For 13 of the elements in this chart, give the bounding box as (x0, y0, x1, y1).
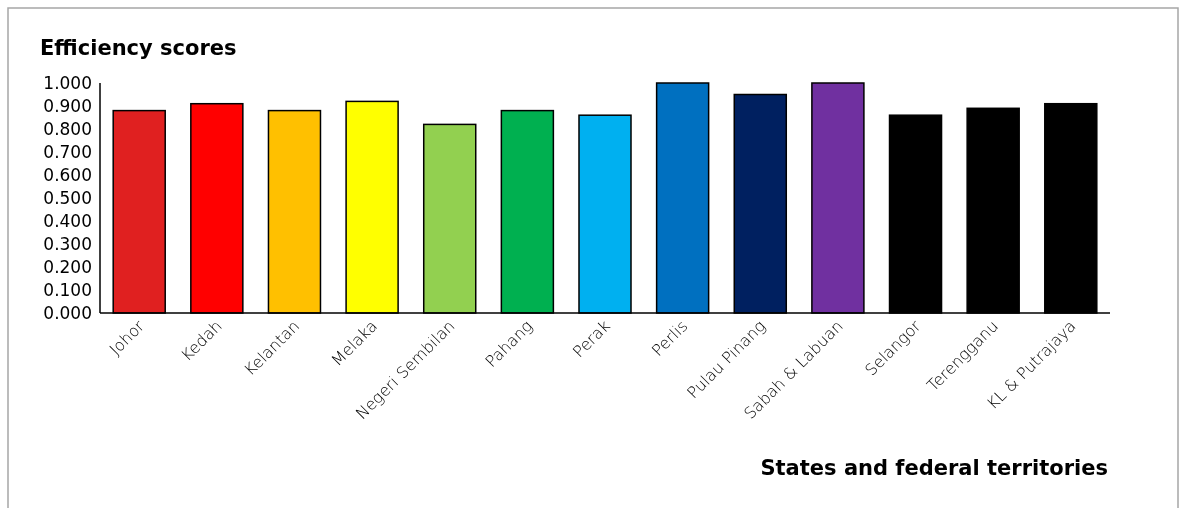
y-tick-label: 1.000 (43, 72, 92, 93)
y-tick-label: 0.300 (43, 233, 92, 254)
y-tick-label: 0.500 (43, 187, 92, 208)
y-tick-label: 0.600 (43, 164, 92, 185)
y-tick-label: 0.200 (43, 256, 92, 277)
y-tick-label: 0.100 (43, 279, 92, 300)
x-axis-title: States and federal territories (760, 456, 1108, 480)
y-tick-label: 0.400 (43, 210, 92, 231)
y-tick-label: 0.700 (43, 141, 92, 162)
y-tick-label: 0.000 (43, 302, 92, 323)
y-tick-label: 0.900 (43, 95, 92, 116)
y-axis-title: Efficiency scores (40, 36, 237, 60)
y-tick-label: 0.800 (43, 118, 92, 139)
